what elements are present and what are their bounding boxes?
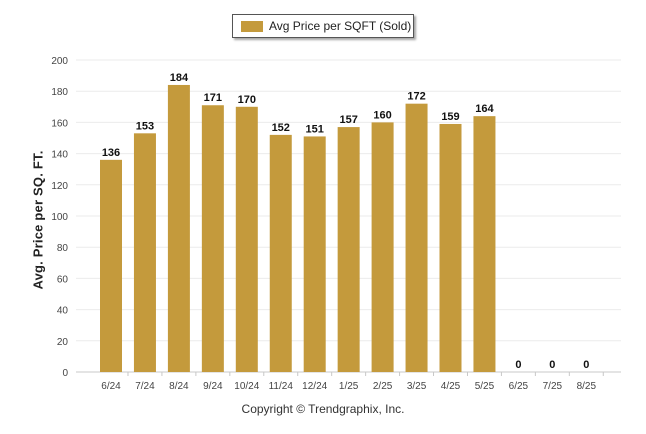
y-axis: 0 20 40 60 80 100 120 140 160 180 200	[51, 56, 68, 379]
data-label: 172	[407, 91, 425, 103]
x-tick-label: 1/25	[339, 381, 359, 392]
x-tick-label: 9/24	[203, 381, 223, 392]
bar[interactable]	[201, 105, 224, 373]
bar[interactable]	[269, 134, 292, 372]
bar[interactable]	[100, 159, 122, 372]
x-tick-label: 12/24	[302, 381, 327, 392]
legend-label: Avg Price per SQFT (Sold)	[269, 19, 412, 33]
bar[interactable]	[405, 103, 428, 373]
y-tick-label: 0	[62, 368, 68, 379]
y-tick-label: 140	[51, 150, 68, 161]
copyright-text: Copyright © Trendgraphix, Inc.	[241, 402, 405, 416]
x-tick-label: 8/25	[577, 381, 597, 392]
data-label: 151	[306, 123, 324, 135]
y-tick-label: 100	[51, 212, 68, 223]
data-label: 170	[238, 94, 256, 106]
bar[interactable]	[133, 133, 156, 372]
y-tick-label: 40	[57, 306, 69, 317]
bar[interactable]	[303, 136, 326, 372]
x-tick-label: 4/25	[441, 381, 461, 392]
y-tick-label: 80	[57, 243, 69, 254]
x-tick-label: 2/25	[373, 381, 393, 392]
legend-swatch	[241, 20, 263, 32]
data-label: 164	[475, 103, 494, 115]
bar[interactable]	[439, 123, 462, 373]
data-label: 0	[549, 359, 555, 371]
y-tick-label: 60	[57, 274, 69, 285]
data-label: 0	[515, 359, 521, 371]
bar-series	[100, 84, 496, 373]
bar[interactable]	[473, 116, 496, 372]
y-tick-label: 120	[51, 181, 68, 192]
data-labels: 136 153 184 171 170 152 151 157 160 172 159 164 0 0 0	[102, 72, 590, 371]
data-label: 171	[204, 92, 222, 104]
y-tick-label: 160	[51, 118, 68, 129]
data-label: 152	[272, 122, 290, 134]
x-tick-label: 7/24	[135, 381, 155, 392]
x-tick-label: 10/24	[234, 381, 259, 392]
data-label: 184	[170, 72, 189, 84]
x-tick-label: 8/24	[169, 381, 189, 392]
bar[interactable]	[235, 106, 258, 373]
x-tick-label: 11/24	[269, 381, 294, 392]
data-label: 160	[373, 109, 391, 121]
data-label: 157	[339, 114, 357, 126]
data-label: 153	[136, 120, 154, 132]
x-tick-label: 7/25	[543, 381, 563, 392]
y-tick-label: 20	[57, 337, 69, 348]
bar[interactable]	[167, 84, 190, 373]
y-tick-label: 200	[51, 56, 68, 67]
y-tick-label: 180	[51, 87, 68, 98]
x-tick-label: 6/25	[509, 381, 529, 392]
x-tick-label: 5/25	[475, 381, 495, 392]
data-label: 0	[583, 359, 589, 371]
legend[interactable]: Avg Price per SQFT (Sold)	[232, 14, 414, 38]
x-tick-label: 6/24	[101, 381, 121, 392]
x-tick-label: 3/25	[407, 381, 427, 392]
bar[interactable]	[371, 122, 394, 373]
y-axis-label: Avg. Price per SQ. FT.	[30, 150, 46, 290]
x-axis: 6/24 7/24 8/24 9/24 10/24 11/24 12/24 1/25 2/25 3…	[101, 372, 604, 392]
data-label: 136	[102, 147, 120, 159]
bar[interactable]	[337, 127, 360, 372]
data-label: 159	[441, 111, 459, 123]
